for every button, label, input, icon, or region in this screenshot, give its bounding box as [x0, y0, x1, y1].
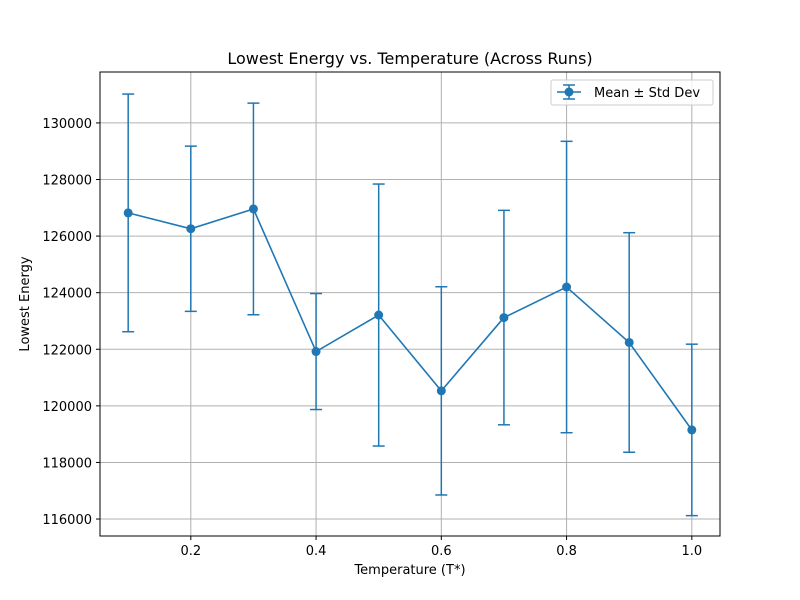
data-point	[624, 337, 634, 347]
data-point	[186, 224, 196, 234]
legend: Mean ± Std Dev	[550, 79, 714, 106]
y-tick-label: 122000	[42, 343, 92, 358]
data-point	[499, 313, 509, 323]
y-tick-label: 130000	[42, 117, 92, 132]
series-line-layer	[127, 207, 693, 431]
data-point	[687, 425, 697, 435]
y-tick-label: 118000	[42, 456, 92, 471]
y-tick-label: 120000	[42, 400, 92, 415]
data-point	[436, 386, 446, 396]
plot-frame	[99, 71, 721, 537]
data-point	[311, 347, 321, 357]
data-markers	[123, 204, 697, 435]
chart-title: Lowest Energy vs. Temperature (Across Ru…	[227, 49, 592, 68]
y-tick-label: 116000	[42, 513, 92, 528]
x-tick-label: 1.0	[681, 544, 702, 559]
x-tick-label: 0.8	[556, 544, 577, 559]
y-tick-label: 124000	[42, 287, 92, 302]
x-axis-label: Temperature (T*)	[353, 563, 465, 578]
x-tick-label: 0.6	[431, 544, 452, 559]
legend-box	[550, 79, 714, 106]
y-tick-label: 126000	[42, 230, 92, 245]
data-point	[374, 310, 384, 320]
series-line	[127, 207, 693, 431]
data-point	[248, 204, 258, 214]
data-point	[562, 282, 572, 292]
y-axis-label: Lowest Energy	[18, 256, 33, 351]
legend-marker	[564, 87, 574, 97]
data-point	[123, 208, 133, 218]
x-tick-label: 0.4	[306, 544, 327, 559]
y-tick-label: 128000	[42, 174, 92, 189]
x-tick-label: 0.2	[180, 544, 201, 559]
legend-symbol	[557, 84, 581, 100]
legend-label: Mean ± Std Dev	[594, 86, 700, 101]
ticks: 0.2 0.4 0.6 0.8 1.0 116000 118000 120000 122000 1…	[42, 117, 702, 559]
